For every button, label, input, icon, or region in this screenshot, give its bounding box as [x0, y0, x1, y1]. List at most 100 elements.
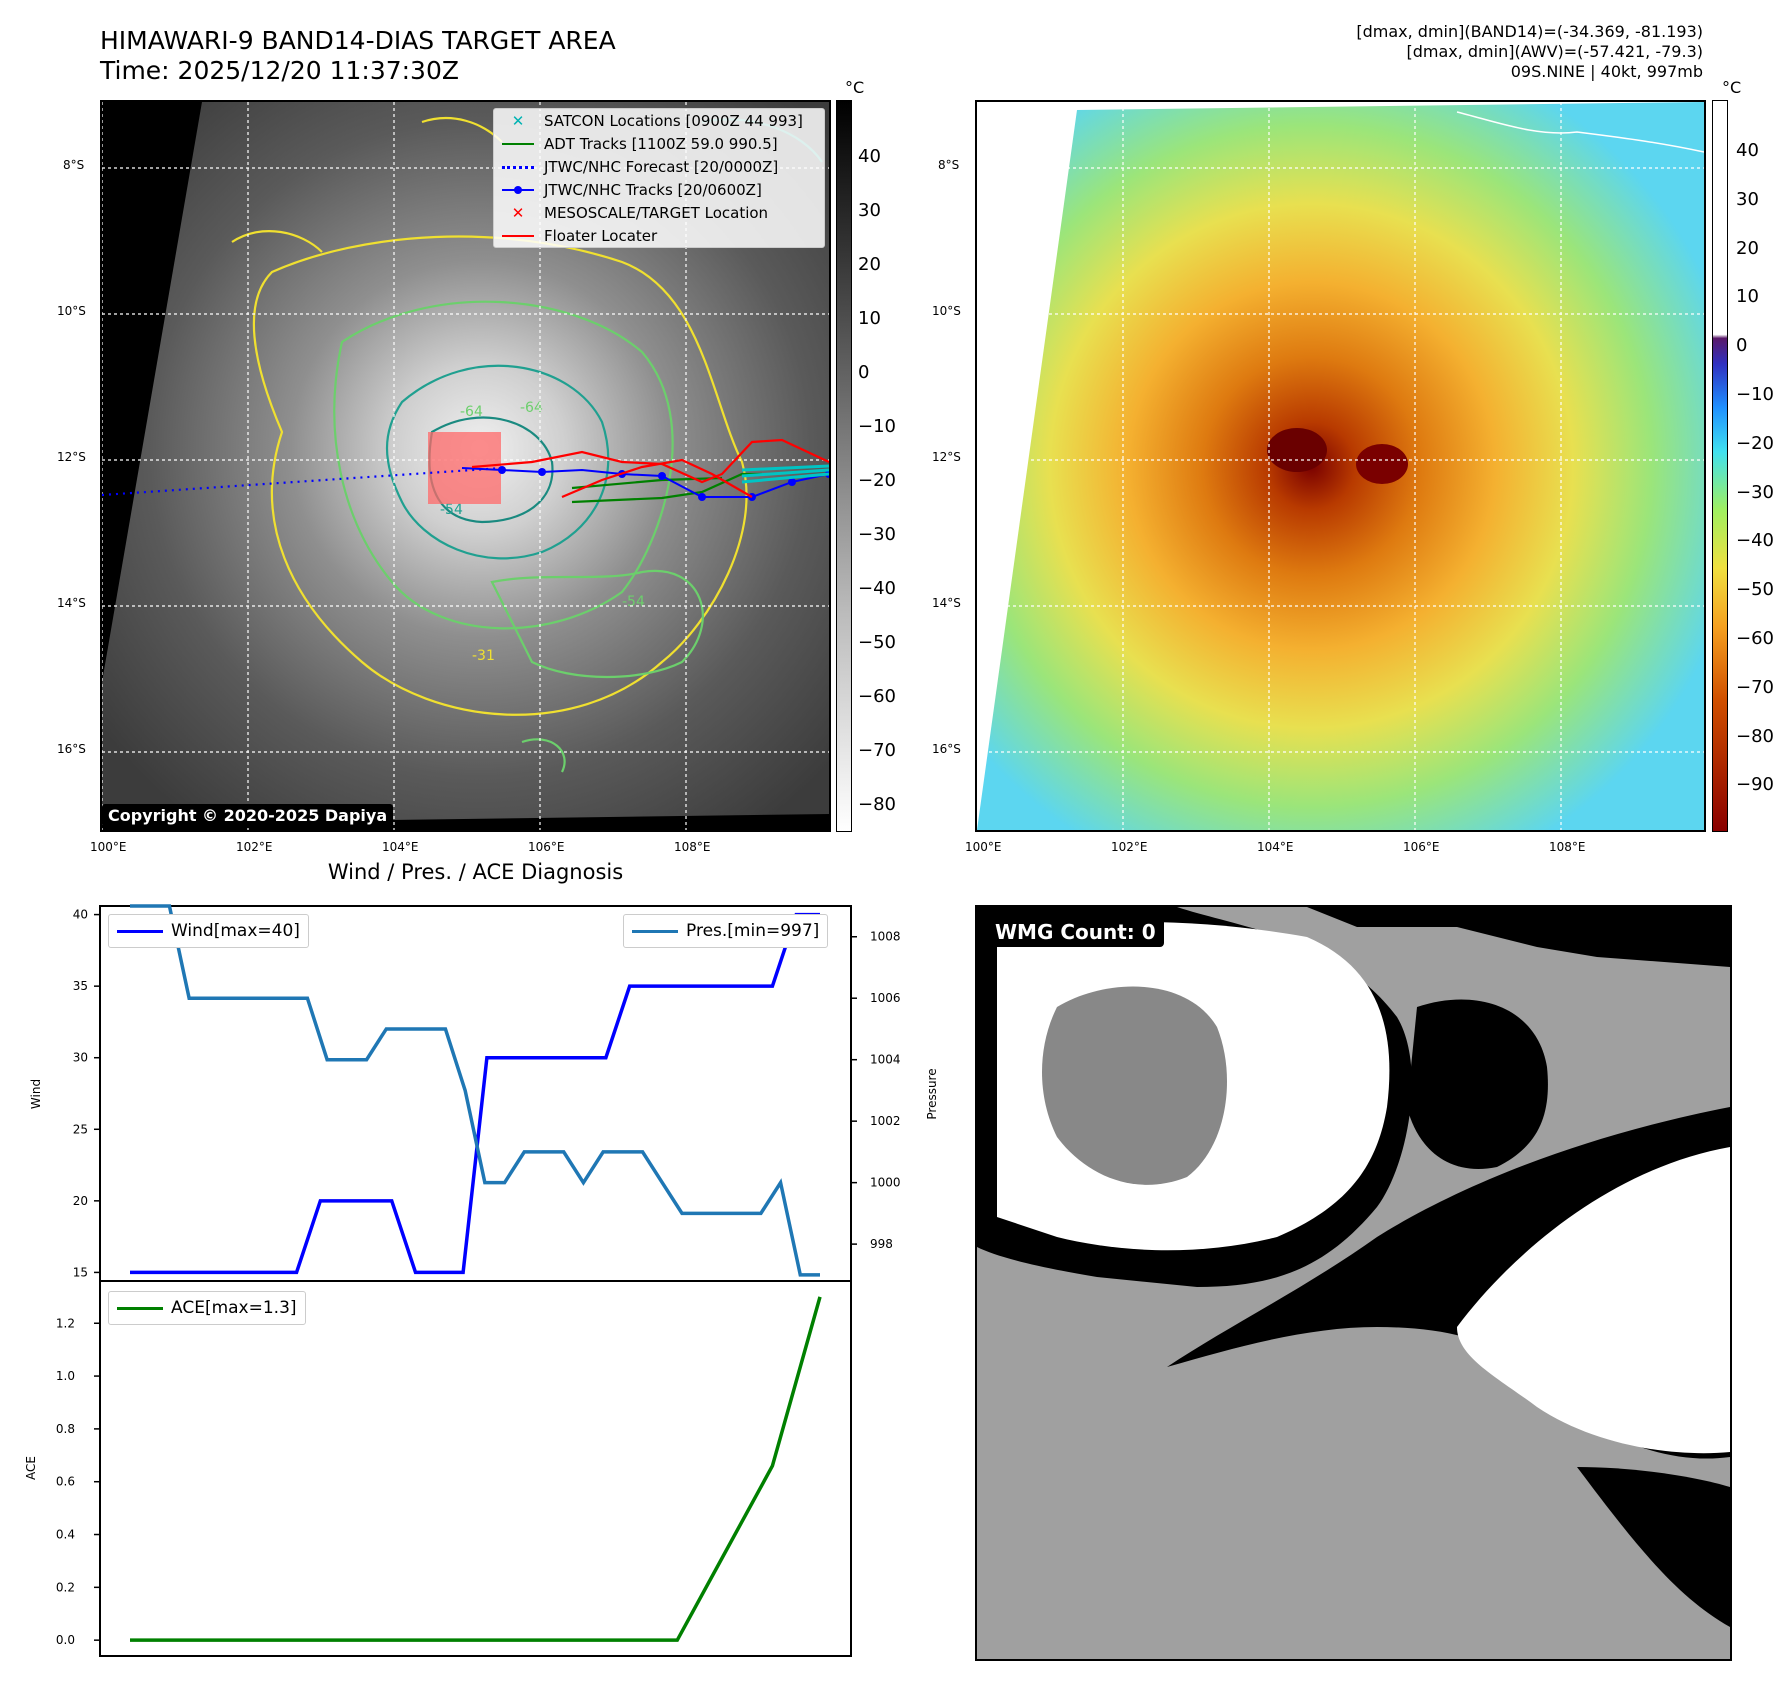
- legend-jtwc-tracks: JTWC/NHC Tracks [20/0600Z]: [494, 178, 824, 201]
- ace-ylabel: ACE: [24, 1456, 38, 1480]
- legend-label: MESOSCALE/TARGET Location: [544, 203, 769, 222]
- lon-tick: 100°E: [90, 840, 127, 854]
- wind-legend: Wind[max=40]: [108, 914, 309, 948]
- lon-tick: 104°E: [1257, 840, 1294, 854]
- ace-ticks: 1.2 1.0 0.8 0.6 0.4 0.2 0.0: [56, 1316, 100, 1647]
- colorbar-tick-label: −40: [858, 578, 896, 599]
- legend-adt: ADT Tracks [1100Z 59.0 990.5]: [494, 132, 824, 155]
- colorbar-tick-label: −90: [1736, 774, 1774, 796]
- colorbar-tick-label: −20: [858, 470, 896, 491]
- legend-label: Floater Locater: [544, 226, 658, 245]
- colorbar-tick-label: −10: [1736, 384, 1774, 405]
- ace-series-line: [130, 1296, 822, 1642]
- floater-locater: [471, 438, 829, 484]
- floater-locater: [561, 458, 753, 499]
- wind-ticks: 40 35 30 25 20 15: [73, 908, 100, 1279]
- legend-target: ✕ MESOSCALE/TARGET Location: [494, 201, 824, 224]
- lon-tick: 108°E: [674, 840, 711, 854]
- colorbar-tick-label: 10: [1736, 286, 1759, 308]
- lon-tick: 102°E: [1111, 840, 1148, 854]
- wmg-mask: [977, 907, 1730, 1627]
- adt-track: [571, 472, 762, 504]
- line-icon: [500, 228, 536, 244]
- colorbar-right-unit: °C: [1722, 78, 1742, 97]
- line-icon: [500, 136, 536, 152]
- legend-label: SATCON Locations [0900Z 44 993]: [544, 111, 803, 130]
- colorbar-tick-label: 0: [1736, 335, 1748, 357]
- wind-tick-label: 25: [73, 1122, 88, 1136]
- ace-tick-label: 0.6: [56, 1475, 75, 1489]
- legend-satcon: ✕ SATCON Locations [0900Z 44 993]: [494, 109, 824, 132]
- lat-tick: 14°S: [57, 596, 86, 610]
- pressure-series-line: [130, 904, 820, 1277]
- ace-legend: ACE[max=1.3]: [108, 1291, 306, 1325]
- legend-forecast: JTWC/NHC Forecast [20/0000Z]: [494, 155, 824, 178]
- colorbar-tick-label: −80: [1736, 725, 1774, 747]
- diagnosis-title: Wind / Pres. / ACE Diagnosis: [327, 860, 624, 884]
- storm-info: 09S.NINE | 40kt, 997mb: [1510, 62, 1703, 81]
- pressure-tick-label: 998: [870, 1237, 893, 1251]
- wind-tick-label: 30: [73, 1051, 88, 1065]
- colorbar-tick-label: 20: [1736, 237, 1759, 259]
- pressure-line-icon: [632, 929, 678, 933]
- colorbar-left: [836, 100, 852, 832]
- colorbar-tick-label: −10: [858, 416, 896, 437]
- ace-tick-label: 0.2: [56, 1580, 75, 1594]
- lon-tick: 106°E: [528, 840, 565, 854]
- diagnosis-series: [130, 904, 822, 1642]
- lat-tick: 14°S: [932, 596, 961, 610]
- wind-tick-label: 40: [73, 908, 88, 922]
- ace-line-icon: [117, 1306, 163, 1310]
- colorbar-tick-label: 0: [858, 362, 870, 383]
- colorbar-tick-label: −80: [858, 794, 896, 815]
- lon-tick: 102°E: [236, 840, 273, 854]
- pressure-legend: Pres.[min=997]: [623, 914, 829, 948]
- lat-tick: 12°S: [932, 450, 961, 464]
- ace-legend-label: ACE[max=1.3]: [171, 1298, 297, 1318]
- wmg-region: [1577, 1467, 1730, 1627]
- contour-labels: -64 -64 -54 -31 -54: [440, 400, 645, 664]
- wmg-region: [1457, 1147, 1730, 1454]
- lat-tick: 16°S: [57, 742, 86, 756]
- ace-axes: [99, 1280, 852, 1657]
- colorbar-tick-label: −50: [1736, 579, 1774, 601]
- wind-tick-label: 20: [73, 1194, 88, 1208]
- colorbar-tick-label: −60: [1736, 628, 1774, 649]
- wind-series-line: [130, 912, 820, 1275]
- colorbar-tick-label: −30: [1736, 481, 1774, 503]
- pressure-tick-label: 1008: [870, 930, 901, 944]
- coastline: [1456, 111, 1704, 153]
- contour-label: -31: [472, 648, 495, 664]
- ace-tick-label: 0.4: [56, 1528, 75, 1542]
- wind-line-icon: [117, 929, 163, 933]
- awv-imagery: [977, 102, 1704, 830]
- colorbar-tick-label: −40: [1736, 530, 1774, 552]
- ir-map-panel: -64 -64 -54 -31 -54: [100, 100, 831, 832]
- dotted-line-icon: [500, 159, 536, 175]
- lat-tick: 10°S: [57, 304, 86, 318]
- map-time: Time: 2025/12/20 11:37:30Z: [100, 56, 459, 85]
- pressure-ticks: 1008 1006 1004 1002 1000 998: [851, 930, 901, 1251]
- colorbar-tick-label: 40: [1736, 140, 1759, 161]
- lat-tick: 10°S: [932, 304, 961, 318]
- wmg-region: [977, 907, 1730, 967]
- contour-label: -64: [520, 400, 543, 416]
- lat-tick: 8°S: [938, 158, 960, 172]
- satcon-markers: [741, 464, 829, 484]
- pressure-tick-label: 1006: [870, 991, 901, 1005]
- ace-tick-label: 0.8: [56, 1422, 75, 1436]
- wmg-region: [1042, 986, 1227, 1185]
- legend-label: JTWC/NHC Tracks [20/0600Z]: [544, 180, 762, 199]
- wmg-region: [1407, 999, 1548, 1169]
- legend-label: ADT Tracks [1100Z 59.0 990.5]: [544, 134, 778, 153]
- band14-range: [dmax, dmin](BAND14)=(-34.369, -81.193): [1356, 22, 1703, 41]
- diagnosis-chart: 40 35 30 25 20 15 1008 1006 1004 1002 1000 998 1.2…: [24, 904, 939, 1657]
- wind-tick-label: 15: [73, 1265, 88, 1279]
- colorbar-tick-label: −60: [858, 686, 896, 707]
- ace-tick-label: 1.2: [56, 1316, 75, 1330]
- colorbar-tick-label: 30: [1736, 188, 1759, 210]
- pressure-ylabel: Pressure: [925, 1068, 939, 1119]
- legend-floater: Floater Locater: [494, 224, 824, 247]
- lat-tick: 12°S: [57, 450, 86, 464]
- colorbar-tick-label: −30: [858, 524, 896, 545]
